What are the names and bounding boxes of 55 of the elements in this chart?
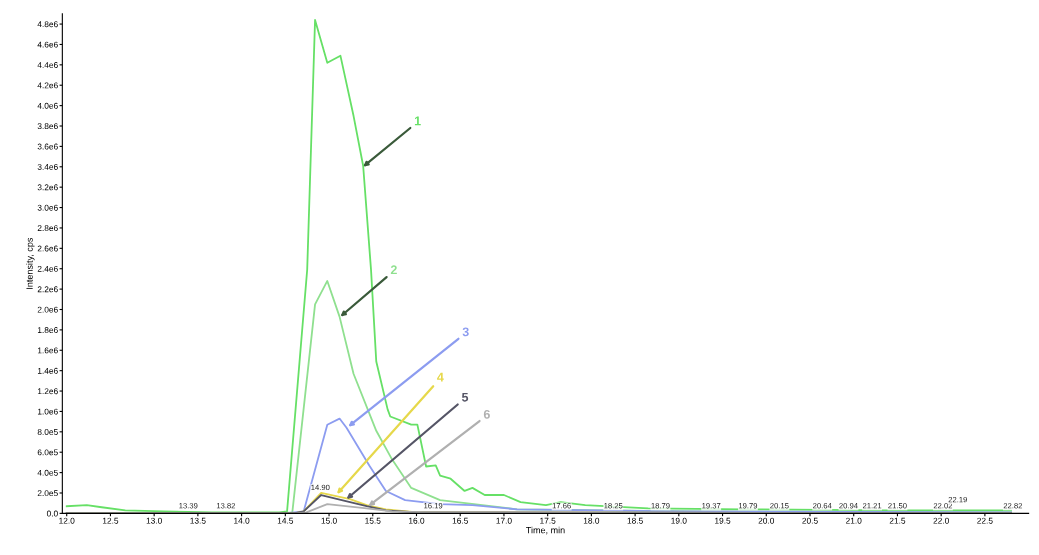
- y-tick-label: 3.8e6: [37, 123, 58, 130]
- x-tick-label: 16.0: [409, 517, 425, 524]
- y-tick-label: 4.0e5: [37, 469, 58, 476]
- x-tick-label: 21.0: [846, 517, 862, 524]
- y-tick-label: 4.0e6: [37, 102, 58, 109]
- x-tick-label: 22.5: [977, 517, 993, 524]
- y-tick-label: 2.2e6: [37, 286, 58, 293]
- x-tick-label: 19.5: [715, 517, 731, 524]
- y-tick-label: 1.2e6: [37, 388, 58, 395]
- x-tick-label: 17.5: [540, 517, 556, 524]
- x-tick-label: 13.5: [190, 517, 206, 524]
- y-tick-label: 1.4e6: [37, 367, 58, 374]
- x-axis-title: Time, min: [526, 526, 565, 535]
- y-tick-label: 2.0e5: [37, 490, 58, 497]
- y-tick-label: 8.0e5: [37, 429, 58, 435]
- annotation: 4: [437, 372, 444, 382]
- y-tick-label: 3.2e6: [37, 184, 58, 191]
- annotation: 5: [461, 392, 469, 402]
- x-tick-label: 21.5: [889, 517, 906, 524]
- x-tick-label: 12.0: [59, 517, 75, 524]
- y-tick-label: 1.8e6: [37, 327, 58, 333]
- x-tick-label: 14.5: [277, 517, 294, 524]
- y-tick-label: 6.0e5: [37, 449, 58, 456]
- x-tick-label: 14.0: [234, 517, 250, 524]
- y-tick-label: 2.0e6: [37, 306, 58, 313]
- annotation: 2: [390, 265, 397, 275]
- y-tick-label: 3.6e6: [37, 143, 58, 150]
- x-tick-label: 15.5: [365, 517, 381, 524]
- y-tick-label: 0.0: [46, 510, 58, 517]
- x-tick-label: 17.0: [496, 517, 512, 524]
- y-tick-label: 1.6e6: [37, 347, 58, 354]
- x-tick-label: 20.0: [758, 517, 775, 524]
- x-tick-label: 22.0: [933, 517, 949, 524]
- annotation: 6: [483, 409, 490, 419]
- x-tick-label: 15.0: [321, 517, 337, 524]
- y-tick-label: 2.4e6: [37, 265, 58, 272]
- x-tick-label: 12.5: [102, 517, 119, 524]
- annotation: 1: [414, 116, 421, 126]
- x-tick-label: 18.5: [627, 517, 643, 524]
- y-tick-label: 4.6e6: [37, 41, 58, 48]
- x-tick-label: 19.0: [671, 517, 687, 524]
- annotation: 3: [462, 327, 469, 337]
- y-tick-label: 4.8e6: [37, 21, 58, 28]
- x-tick-label: 20.5: [802, 517, 818, 524]
- y-tick-label: 3.0e6: [37, 204, 58, 211]
- y-tick-label: 2.8e6: [37, 225, 58, 232]
- y-tick-label: 2.6e6: [37, 245, 58, 252]
- x-tick-label: 16.5: [452, 517, 468, 524]
- y-tick-label: 3.4e6: [37, 163, 58, 170]
- y-tick-label: 4.4e6: [37, 62, 58, 68]
- y-tick-label: 1.0e6: [37, 408, 58, 415]
- x-tick-label: 13.0: [146, 517, 162, 524]
- x-tick-label: 18.0: [583, 517, 600, 524]
- y-axis-title: Intensity, cps: [26, 237, 35, 289]
- y-tick-label: 4.2e6: [37, 82, 58, 89]
